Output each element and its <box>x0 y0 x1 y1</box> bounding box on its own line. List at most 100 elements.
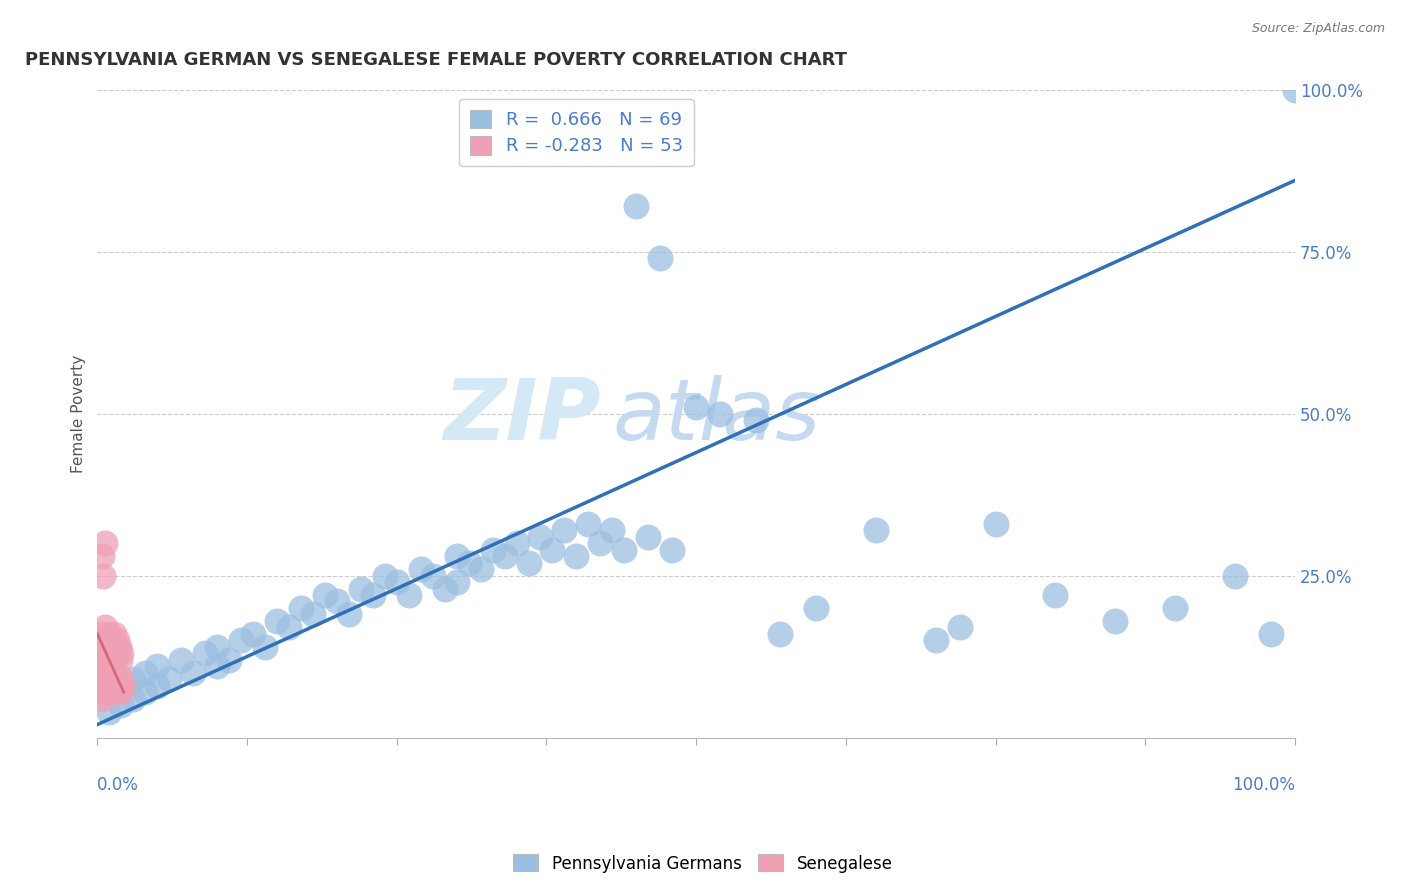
Point <box>157 672 180 686</box>
Point <box>96 646 118 660</box>
Point <box>517 556 540 570</box>
Point <box>398 588 420 602</box>
Point <box>104 653 127 667</box>
Point <box>433 582 456 596</box>
Point <box>602 523 624 537</box>
Text: ZIP: ZIP <box>443 376 600 458</box>
Point <box>205 640 228 654</box>
Point <box>266 614 288 628</box>
Point <box>100 633 122 648</box>
Point <box>218 653 240 667</box>
Point <box>108 679 131 693</box>
Point <box>505 536 527 550</box>
Point <box>98 705 121 719</box>
Point <box>565 549 588 563</box>
Point <box>97 672 120 686</box>
Point <box>110 646 132 660</box>
Legend: Pennsylvania Germans, Senegalese: Pennsylvania Germans, Senegalese <box>506 847 900 880</box>
Point <box>104 665 127 680</box>
Point <box>661 542 683 557</box>
Point <box>278 620 301 634</box>
Point <box>98 640 121 654</box>
Point <box>745 413 768 427</box>
Point <box>91 691 114 706</box>
Point <box>769 627 792 641</box>
Point <box>101 640 124 654</box>
Text: 100.0%: 100.0% <box>1232 776 1295 795</box>
Point <box>576 516 599 531</box>
Point <box>1284 83 1306 97</box>
Point <box>337 607 360 622</box>
Point <box>96 665 118 680</box>
Point <box>90 633 112 648</box>
Point <box>626 199 648 213</box>
Point <box>385 575 408 590</box>
Point <box>91 549 114 563</box>
Point <box>93 659 115 673</box>
Point <box>949 620 972 634</box>
Point <box>253 640 276 654</box>
Point <box>98 679 121 693</box>
Point <box>470 562 492 576</box>
Point <box>107 646 129 660</box>
Point <box>89 646 111 660</box>
Point <box>96 679 118 693</box>
Point <box>446 575 468 590</box>
Point <box>409 562 432 576</box>
Point <box>1045 588 1067 602</box>
Point <box>361 588 384 602</box>
Point <box>97 627 120 641</box>
Point <box>107 672 129 686</box>
Point <box>146 659 169 673</box>
Legend: R =  0.666   N = 69, R = -0.283   N = 53: R = 0.666 N = 69, R = -0.283 N = 53 <box>458 99 695 166</box>
Point <box>101 665 124 680</box>
Point <box>103 627 125 641</box>
Point <box>93 679 115 693</box>
Point <box>290 601 312 615</box>
Point <box>100 646 122 660</box>
Point <box>685 400 707 414</box>
Point <box>90 672 112 686</box>
Point <box>97 685 120 699</box>
Point <box>242 627 264 641</box>
Point <box>93 536 115 550</box>
Point <box>134 685 156 699</box>
Point <box>108 653 131 667</box>
Point <box>170 653 193 667</box>
Point <box>91 627 114 641</box>
Point <box>314 588 336 602</box>
Point <box>481 542 503 557</box>
Text: atlas: atlas <box>613 376 820 458</box>
Point <box>804 601 827 615</box>
Point <box>91 665 114 680</box>
Point <box>925 633 948 648</box>
Point <box>529 530 551 544</box>
Point <box>100 679 122 693</box>
Point <box>100 672 122 686</box>
Point <box>105 633 128 648</box>
Point <box>637 530 659 544</box>
Point <box>94 685 117 699</box>
Point <box>181 665 204 680</box>
Point <box>111 679 134 693</box>
Point <box>122 672 145 686</box>
Point <box>104 679 127 693</box>
Point <box>91 568 114 582</box>
Text: 0.0%: 0.0% <box>97 776 139 795</box>
Point <box>108 685 131 699</box>
Point <box>589 536 612 550</box>
Point <box>350 582 373 596</box>
Point <box>98 659 121 673</box>
Point <box>146 679 169 693</box>
Point <box>1260 627 1282 641</box>
Point <box>374 568 396 582</box>
Point <box>110 679 132 693</box>
Point <box>108 640 131 654</box>
Point <box>457 556 479 570</box>
Point <box>91 640 114 654</box>
Text: Source: ZipAtlas.com: Source: ZipAtlas.com <box>1251 22 1385 36</box>
Point <box>93 620 115 634</box>
Point <box>709 407 731 421</box>
Point <box>494 549 516 563</box>
Point <box>422 568 444 582</box>
